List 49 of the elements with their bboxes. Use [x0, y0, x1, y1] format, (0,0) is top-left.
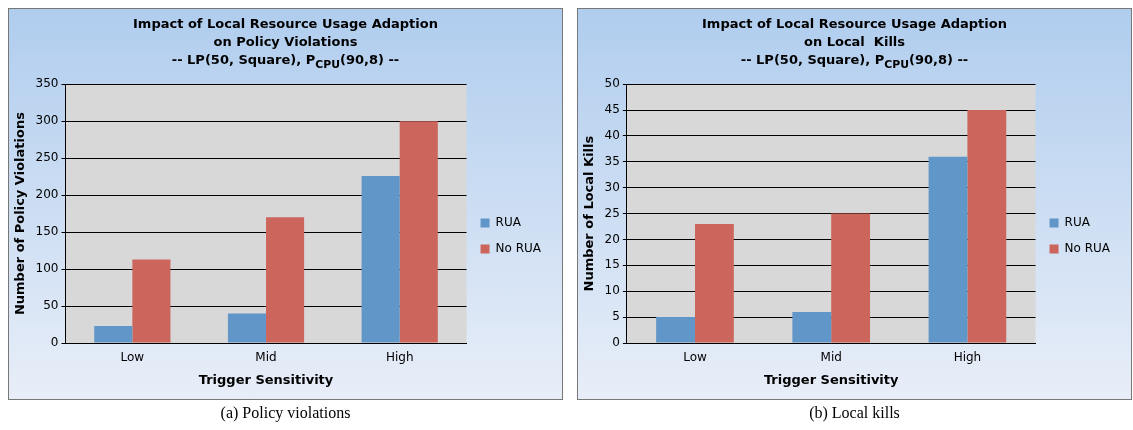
legend-label: RUA — [1064, 214, 1091, 229]
bar — [399, 120, 438, 343]
text: (a) Policy violations — [219, 404, 352, 422]
bar — [656, 316, 695, 343]
y-tick-label: 5 — [612, 308, 620, 323]
x-tick-label: Low — [683, 349, 707, 364]
chart-title: Impact of Local Resource Usage Adaption on Policy Violations -- LP(50, Square), P$_{CPU}$(90,8) -- — [132, 15, 439, 73]
chart-title: Impact of Local Resource Usage Adaption on Local Kills -- LP(50, Square), P$_{CPU}$(90,8) -- — [701, 15, 1008, 73]
y-tick-label: 150 — [35, 223, 59, 238]
x-tick-label: Mid — [255, 349, 277, 364]
y-tick-label: 30 — [604, 179, 620, 194]
y-tick-label: 50 — [43, 297, 59, 312]
x-tick-label: High — [385, 349, 414, 364]
y-tick-label: 25 — [604, 205, 620, 220]
bar — [266, 216, 305, 343]
bar — [227, 313, 267, 343]
y-tick-label: 35 — [604, 153, 620, 168]
y-tick-label: 0 — [612, 334, 620, 349]
x-tick-label: High — [953, 349, 982, 364]
y-tick-label: 15 — [604, 257, 620, 272]
y-tick-label: 200 — [35, 186, 59, 201]
y-tick-label: 40 — [604, 127, 620, 142]
bar — [361, 175, 400, 343]
bar — [132, 259, 171, 343]
x-tick-label: Mid — [820, 349, 842, 364]
x-axis-title: Trigger Sensitivity — [763, 371, 900, 387]
text: (b) Local kills — [808, 404, 901, 422]
legend-label: No RUA — [1064, 240, 1111, 255]
y-tick-label: 250 — [35, 149, 59, 164]
bar — [94, 325, 133, 343]
bar — [928, 156, 968, 343]
x-tick-label: Low — [120, 349, 145, 364]
legend-label: RUA — [495, 214, 522, 229]
y-tick-label: 50 — [604, 75, 620, 90]
x-axis-title: Trigger Sensitivity — [198, 371, 334, 387]
bar — [792, 311, 832, 343]
y-tick-label: 350 — [35, 75, 59, 90]
y-axis-title: Number of Policy Violations — [12, 111, 28, 315]
bar — [831, 213, 871, 343]
y-tick-label: 300 — [35, 112, 59, 127]
y-axis-title: Number of Local Kills — [581, 135, 597, 292]
y-tick-label: 0 — [50, 334, 59, 349]
legend-label: No RUA — [495, 240, 542, 255]
y-tick-label: 45 — [604, 101, 620, 116]
bar — [967, 109, 1007, 343]
y-tick-label: 100 — [35, 260, 59, 275]
bar — [694, 223, 734, 343]
y-tick-label: 20 — [604, 231, 620, 246]
y-tick-label: 10 — [604, 282, 620, 297]
